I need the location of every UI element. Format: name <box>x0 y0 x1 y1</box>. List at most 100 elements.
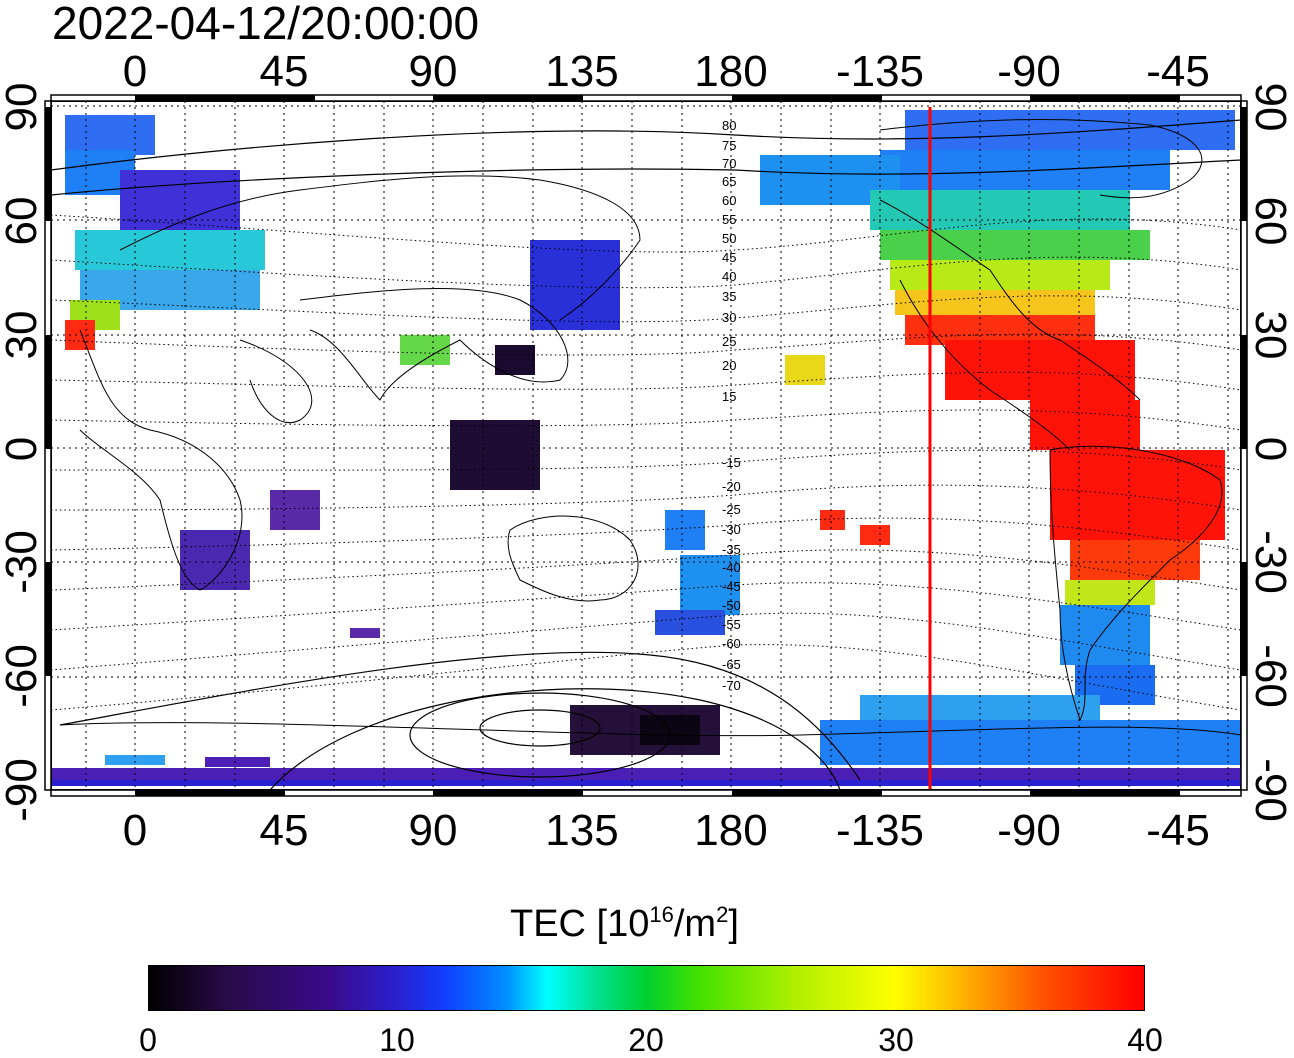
colorbar-tick-label: 0 <box>139 1022 157 1058</box>
tec-patch <box>205 757 270 767</box>
tec-patch <box>895 290 1095 315</box>
tec-patch <box>495 345 535 375</box>
tec-patch <box>65 115 155 155</box>
tec-data-layer <box>52 110 1241 786</box>
lon-tick-label: -45 <box>1146 47 1210 96</box>
contour-label: 15 <box>722 389 736 404</box>
tec-patch <box>640 715 700 745</box>
tec-patch <box>350 628 380 638</box>
lat-tick-label: 0 <box>0 437 46 461</box>
lat-tick-label: -90 <box>1246 758 1294 822</box>
tec-patch <box>530 240 620 330</box>
contour-label: 20 <box>722 358 736 373</box>
contour-label: 75 <box>722 138 736 153</box>
colorbar-title-exponent: 16 <box>649 902 674 927</box>
lon-tick-label: 45 <box>260 806 309 855</box>
contour-label: -15 <box>722 455 741 470</box>
tec-patch <box>820 510 845 530</box>
tec-patch <box>880 230 1150 260</box>
tec-patch <box>1030 400 1140 450</box>
tec-patch <box>52 780 1241 786</box>
lat-tick-label: -30 <box>1246 530 1294 594</box>
colorbar-tick-label: 30 <box>878 1022 914 1058</box>
graticule <box>51 101 1241 790</box>
tec-patch <box>120 170 240 230</box>
colorbar-tick-label: 40 <box>1127 1022 1163 1058</box>
bottom-lon-labels: 0 45 90 135 180 -135 -90 -45 <box>123 806 1210 855</box>
tec-patch <box>1070 540 1200 580</box>
contour-label: -55 <box>722 617 741 632</box>
tec-patch <box>52 768 1241 780</box>
tec-patch <box>1050 450 1225 540</box>
right-lat-labels: 90 60 30 0 -30 -60 -90 <box>1246 83 1294 822</box>
tec-patch <box>820 720 1240 765</box>
contour-label: -65 <box>722 657 741 672</box>
lat-tick-label: 30 <box>0 311 46 360</box>
lon-tick-label: -135 <box>836 806 924 855</box>
contour-label: -45 <box>722 579 741 594</box>
contour-label: 45 <box>722 250 736 265</box>
lat-tick-label: 90 <box>1246 83 1294 132</box>
lat-tick-label: 60 <box>0 197 46 246</box>
tec-patch <box>1065 580 1155 605</box>
axis-bands <box>44 94 1248 797</box>
contour-label: 55 <box>722 212 736 227</box>
contour-label: -40 <box>722 560 741 575</box>
magnetic-latitude-contours <box>51 214 1241 711</box>
tec-colorbar <box>148 965 1145 1011</box>
lon-tick-label: -90 <box>997 47 1061 96</box>
lat-tick-label: 60 <box>1246 197 1294 246</box>
tec-patch <box>75 230 265 270</box>
contour-label: 25 <box>722 334 736 349</box>
contour-label: 70 <box>722 156 736 171</box>
tec-patch <box>665 510 705 550</box>
lon-tick-label: 180 <box>694 47 767 96</box>
tec-patch <box>945 340 1135 400</box>
contour-label: 30 <box>722 310 736 325</box>
contour-label: -30 <box>722 522 741 537</box>
contour-label: 50 <box>722 231 736 246</box>
lon-tick-label: -135 <box>836 47 924 96</box>
tec-patch <box>655 610 725 635</box>
contour-label: 40 <box>722 269 736 284</box>
lat-tick-label: 30 <box>1246 311 1294 360</box>
contour-label: -70 <box>722 678 741 693</box>
colorbar-tick-label: 10 <box>379 1022 415 1058</box>
tec-patch <box>450 420 540 490</box>
colorbar-title-main: TEC [10 <box>510 903 650 945</box>
magnetic-pole-contours <box>51 119 1241 790</box>
colorbar-title: TEC [1016/m2] <box>510 902 739 945</box>
lon-tick-label: 90 <box>409 806 458 855</box>
tec-patch <box>870 190 1130 230</box>
lon-tick-label: 45 <box>260 47 309 96</box>
lon-tick-label: 0 <box>123 806 147 855</box>
tec-patch <box>180 530 250 590</box>
colorbar-tick-label: 20 <box>628 1022 664 1058</box>
lon-tick-label: -90 <box>997 806 1061 855</box>
lon-tick-label: -45 <box>1146 806 1210 855</box>
lon-tick-label: 180 <box>694 806 767 855</box>
lon-tick-label: 90 <box>409 47 458 96</box>
tec-patch <box>105 755 165 765</box>
lat-tick-label: -60 <box>1246 644 1294 708</box>
tec-patch <box>860 525 890 545</box>
lat-tick-label: -90 <box>0 758 46 822</box>
contour-label: 35 <box>722 289 736 304</box>
left-lat-labels: 90 60 30 0 -30 -60 -90 <box>0 83 46 822</box>
lat-tick-label: -30 <box>0 530 46 594</box>
contour-label: -25 <box>722 502 741 517</box>
lon-tick-label: 135 <box>545 47 618 96</box>
contour-label: -50 <box>722 598 741 613</box>
lon-tick-label: 135 <box>545 806 618 855</box>
lat-tick-label: 0 <box>1246 437 1294 461</box>
contour-label: 60 <box>722 193 736 208</box>
tec-world-map: 80 75 70 65 60 55 50 45 40 35 30 25 20 1… <box>0 47 1294 855</box>
colorbar-title-unit-exponent: 2 <box>716 902 729 927</box>
contour-label: 65 <box>722 174 736 189</box>
tec-patch <box>880 150 1170 190</box>
lon-tick-label: 0 <box>123 47 147 96</box>
coastlines <box>59 119 1241 737</box>
contour-label: -60 <box>722 636 741 651</box>
contour-label: -35 <box>722 542 741 557</box>
tec-patch <box>400 335 450 365</box>
